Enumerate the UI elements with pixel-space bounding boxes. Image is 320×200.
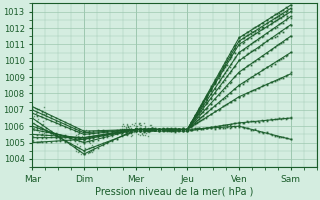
X-axis label: Pression niveau de la mer( hPa ): Pression niveau de la mer( hPa ) xyxy=(95,187,253,197)
